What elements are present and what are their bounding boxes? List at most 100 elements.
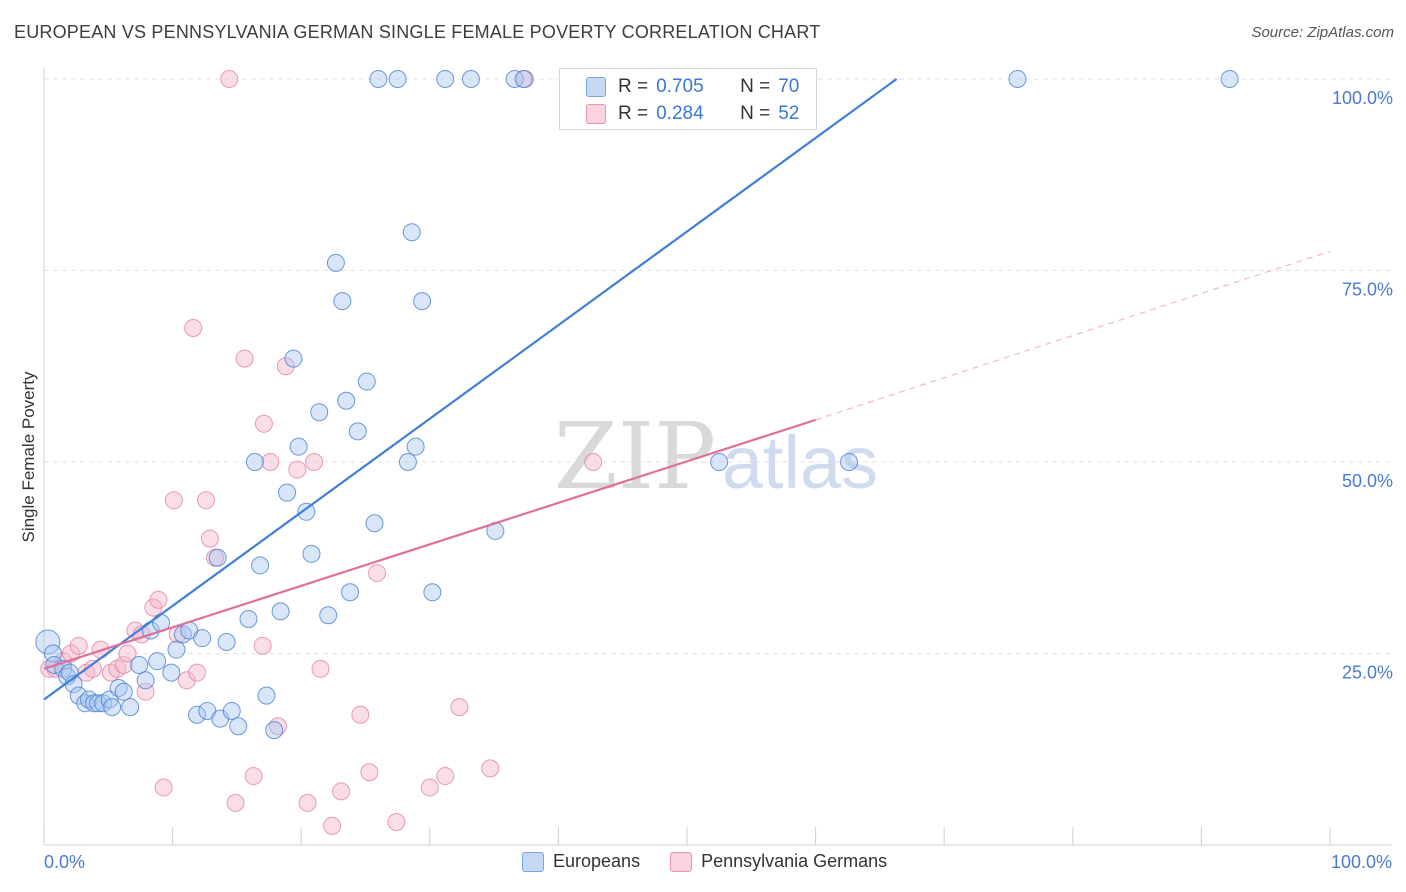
stats-box: R = 0.705 N = 70 R = 0.284 N = 52 (559, 68, 817, 130)
european-point-65 (505, 70, 524, 88)
european-point-71 (840, 453, 859, 471)
european-point-51 (341, 583, 360, 602)
x-tick-label-min: 0.0% (44, 852, 86, 872)
european-point-17 (121, 698, 140, 717)
pa-point-17 (154, 778, 173, 797)
pa-point-18 (164, 491, 183, 510)
european-point-24 (167, 640, 186, 659)
european-point-62 (436, 70, 455, 88)
european-point-58 (402, 223, 421, 242)
european-point-66 (514, 70, 533, 88)
y-axis-label: Single Female Poverty (19, 371, 38, 543)
legend-item-pa-germans[interactable]: Pennsylvania Germans (670, 851, 887, 872)
european-point-27 (188, 705, 207, 724)
european-point-7 (69, 686, 88, 705)
pa-point-45 (420, 778, 439, 797)
pa-point-42 (360, 763, 379, 782)
european-point-44 (297, 502, 316, 521)
watermark-atlas: atlas (722, 421, 878, 504)
pa-point-31 (254, 414, 273, 433)
y-tick-label-75: 75.0% (1342, 280, 1393, 300)
pa-point-35 (288, 460, 307, 479)
europeans-n-value: 70 (778, 76, 800, 97)
pa-point-41 (351, 705, 370, 724)
pa-point-34 (276, 357, 295, 376)
pa-germans-trend-line (43, 418, 816, 670)
watermark-zip: ZIP (554, 403, 716, 510)
legend-swatch-pa-germans (670, 851, 693, 872)
legend-swatch-europeans (522, 851, 544, 872)
european-point-69 (1008, 70, 1027, 88)
european-point-45 (302, 544, 321, 563)
pa-point-46 (436, 767, 455, 786)
y-tick-labels: 25.0% 50.0% 75.0% 100.0% (1332, 88, 1393, 683)
pa-germans-trend-extension (815, 250, 1331, 421)
pa-germans-r-value: 0.284 (656, 103, 704, 124)
pa-germans-swatch (586, 104, 606, 124)
legend-label-pa-germans: Pennsylvania Germans (701, 851, 888, 871)
european-points (35, 70, 1239, 740)
pa-point-24 (200, 529, 219, 548)
european-point-60 (413, 292, 432, 311)
european-point-46 (310, 403, 329, 422)
pa-point-38 (311, 659, 330, 678)
european-point-34 (229, 717, 248, 736)
europeans-r-value: 0.705 (656, 76, 704, 97)
european-point-57 (398, 453, 417, 471)
european-point-42 (284, 349, 303, 368)
pa-point-48 (481, 759, 500, 778)
pa-point-39 (323, 816, 342, 835)
european-point-50 (337, 391, 356, 410)
european-point-35 (239, 610, 258, 629)
pa-germans-r-label: R = (618, 103, 649, 124)
pa-point-50 (584, 453, 603, 471)
pa-point-47 (450, 698, 469, 717)
european-point-40 (271, 602, 290, 621)
european-point-70 (1220, 70, 1239, 88)
y-tick-label-50: 50.0% (1342, 471, 1393, 491)
axes (43, 68, 1392, 846)
europeans-swatch (586, 77, 606, 97)
pa-point-10 (114, 655, 133, 674)
stats-row-europeans: R = 0.705 N = 70 (586, 74, 799, 100)
pa-point-2 (54, 652, 73, 671)
european-point-48 (326, 253, 345, 272)
pa-point-37 (305, 453, 324, 471)
legend-item-europeans[interactable]: Europeans (522, 851, 640, 872)
pa-point-21 (184, 318, 203, 337)
pa-point-28 (235, 349, 254, 368)
european-point-11 (89, 694, 108, 713)
european-point-0 (35, 629, 61, 655)
pa-german-points (40, 70, 621, 835)
european-point-28 (193, 629, 212, 648)
pa-point-43 (368, 564, 387, 583)
pa-point-16 (149, 590, 168, 609)
european-point-14 (103, 698, 122, 717)
pa-point-44 (387, 813, 406, 832)
european-point-38 (257, 686, 276, 705)
pa-germans-n-value: 52 (778, 103, 800, 124)
europeans-r-label: R = (618, 76, 649, 97)
european-point-39 (265, 721, 284, 740)
pa-point-40 (332, 782, 351, 801)
european-point-53 (357, 372, 376, 391)
european-point-1 (44, 644, 63, 663)
european-point-55 (369, 70, 388, 88)
europeans-n-label: N = (740, 76, 771, 97)
pa-point-36 (298, 793, 317, 812)
european-point-32 (217, 633, 236, 652)
pa-point-32 (261, 453, 280, 471)
pa-point-29 (244, 767, 263, 786)
european-point-43 (289, 437, 308, 456)
european-point-23 (162, 663, 181, 682)
y-tick-label-100: 100.0% (1332, 88, 1393, 108)
european-point-16 (114, 682, 133, 701)
stats-row-pa-germans: R = 0.284 N = 52 (586, 101, 799, 127)
european-point-30 (208, 548, 227, 567)
pa-point-30 (253, 636, 272, 655)
european-point-10 (85, 694, 104, 713)
european-point-68 (710, 453, 729, 471)
european-point-54 (365, 514, 384, 533)
european-point-41 (278, 483, 297, 502)
